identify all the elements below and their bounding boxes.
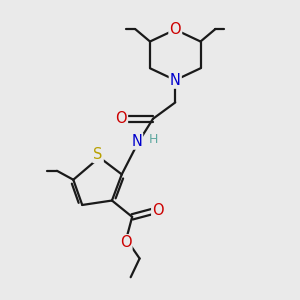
Text: O: O [120,235,131,250]
Text: O: O [116,111,127,126]
Text: O: O [169,22,181,37]
Text: N: N [170,73,181,88]
Text: H: H [149,133,158,146]
Text: O: O [152,203,164,218]
Text: N: N [131,134,142,148]
Text: S: S [93,147,103,162]
